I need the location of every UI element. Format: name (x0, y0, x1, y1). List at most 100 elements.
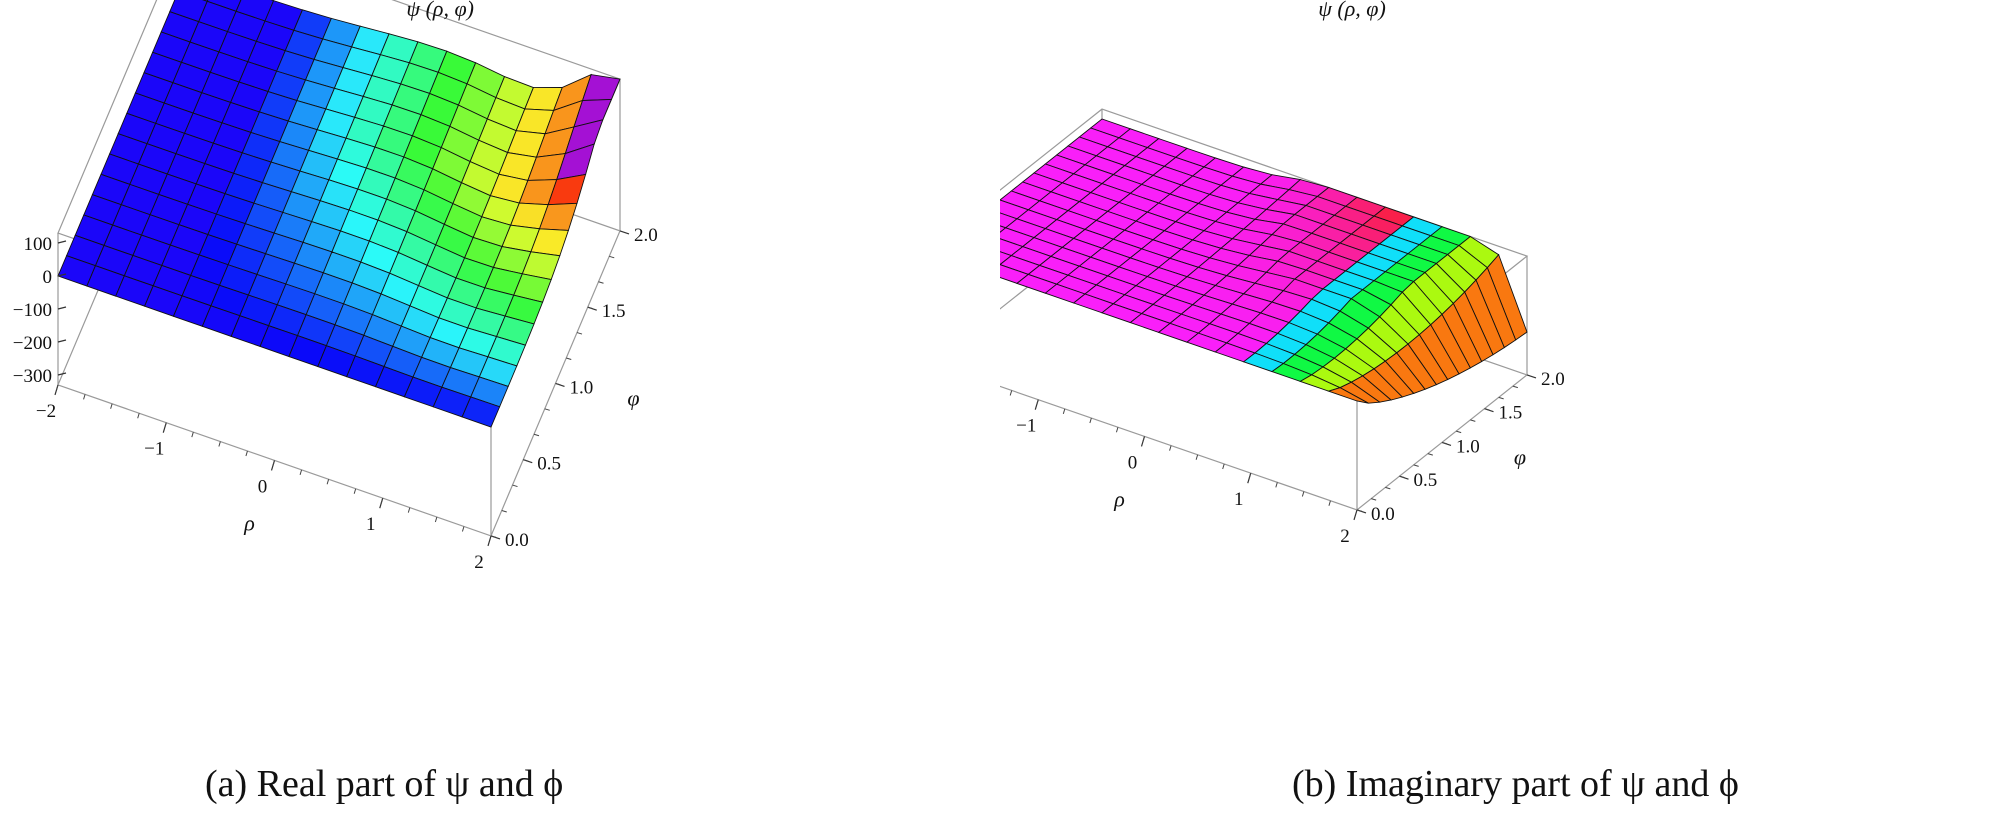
y-tick-label: 1.0 (1456, 436, 1480, 457)
x-minor-tick (326, 479, 330, 485)
x-minor-tick (1169, 445, 1172, 451)
x-minor-tick (1195, 454, 1199, 460)
x-minor-tick (272, 460, 275, 466)
x-minor-tick (191, 431, 194, 438)
y-minor-tick (1385, 486, 1391, 490)
x-axis-label: ρ (243, 510, 255, 535)
y-tick-label: 0.0 (1371, 504, 1395, 525)
y-minor-tick (1413, 464, 1419, 467)
y-tick-label: 0.5 (537, 454, 561, 475)
y-minor-tick (1399, 475, 1405, 479)
x-minor-tick (164, 422, 167, 428)
y-tick-label: 1.5 (602, 301, 626, 322)
y-minor-tick (609, 255, 615, 259)
y-minor-tick (512, 484, 518, 488)
y-minor-tick (1456, 430, 1462, 434)
x-minor-tick (83, 394, 86, 400)
y-tick-label: 1.0 (570, 377, 594, 398)
x-tick-label: −1 (144, 439, 164, 460)
y-minor-tick (533, 433, 540, 437)
y-minor-tick (544, 408, 550, 411)
x-tick-label: −1 (1016, 416, 1036, 437)
z-tick-label: −300 (13, 366, 52, 387)
y-minor-tick (1470, 419, 1476, 422)
y-minor-tick (587, 306, 593, 310)
surface-plot-real: 100 0 −100 −200 −300 −2 −1 0 1 2 ρ 0.0 0.5 1.0 1.5 2.0 φ… (13, 0, 658, 573)
x-minor-tick (137, 413, 140, 419)
surface-mesh (57, 0, 621, 428)
y-minor-tick (490, 535, 497, 538)
z-tick (57, 339, 67, 343)
caption-imaginary: (b) Imaginary part of ψ and ϕ (1292, 763, 1739, 805)
y-minor-tick (1512, 385, 1518, 389)
y-minor-tick (598, 281, 604, 284)
x-minor-tick (218, 441, 221, 447)
x-minor-tick (1009, 390, 1013, 396)
y-axis-label: φ (1514, 444, 1526, 469)
surface-patch (461, 396, 501, 428)
x-tick-label: 1 (1234, 489, 1244, 510)
y-minor-tick (523, 459, 529, 462)
x-minor-tick (299, 469, 303, 475)
x-minor-tick (245, 450, 248, 457)
z-tick-label: 100 (24, 234, 53, 255)
z-tick (57, 306, 67, 310)
x-minor-tick (1301, 491, 1305, 497)
x-minor-tick (1062, 408, 1066, 414)
y-minor-tick (1427, 453, 1433, 456)
y-tick (1526, 374, 1537, 379)
z-tick-label: −200 (13, 333, 52, 354)
x-minor-tick (434, 516, 438, 523)
x-axis-label: ρ (1113, 486, 1125, 511)
y-tick-label: 2.0 (634, 225, 658, 246)
z-tick-label: 0 (43, 267, 53, 288)
y-minor-tick (576, 332, 583, 335)
surface-mesh (1000, 118, 1528, 404)
y-tick-label: 0.5 (1414, 470, 1438, 491)
chart-panel-real: 100 0 −100 −200 −300 −2 −1 0 1 2 ρ 0.0 0.5 1.0 1.5 2.0 φ… (0, 0, 1000, 815)
x-tick-label: 2 (474, 552, 484, 573)
caption-real: (a) Real part of ψ and ϕ (205, 763, 564, 805)
y-minor-tick (566, 357, 572, 360)
x-minor-tick (1328, 500, 1331, 506)
x-tick (487, 535, 492, 547)
z-axis-label: ψ (ρ, φ) (406, 0, 474, 21)
z-tick (57, 273, 67, 277)
x-minor-tick (1115, 427, 1119, 433)
x-minor-tick (1222, 463, 1225, 470)
y-minor-tick (1371, 498, 1377, 501)
x-tick-label: 0 (1128, 452, 1138, 473)
y-minor-tick (1484, 408, 1490, 411)
z-tick (57, 372, 67, 376)
x-minor-tick (56, 384, 59, 391)
x-tick-label: −2 (36, 401, 56, 422)
x-tick-label: 1 (366, 514, 376, 535)
y-minor-tick (1498, 396, 1504, 400)
y-tick-label: 2.0 (1541, 369, 1565, 390)
x-tick-label: 2 (1340, 526, 1350, 547)
x-minor-tick (1036, 399, 1039, 405)
x-minor-tick (380, 498, 384, 504)
x-minor-tick (1275, 482, 1278, 488)
y-tick (619, 230, 630, 235)
x-tick (1353, 509, 1358, 521)
y-tick-label: 0.0 (505, 530, 529, 551)
x-minor-tick (461, 526, 465, 532)
y-minor-tick (501, 510, 507, 513)
z-tick (57, 240, 67, 244)
x-minor-tick (110, 403, 113, 409)
z-tick-label: −100 (13, 300, 52, 321)
y-minor-tick (555, 382, 561, 386)
surface-patch (1327, 387, 1369, 404)
x-minor-tick (407, 507, 411, 513)
y-axis-label: φ (627, 385, 639, 410)
x-minor-tick (353, 488, 357, 494)
x-minor-tick (1089, 417, 1092, 424)
y-minor-tick (1356, 509, 1363, 512)
x-minor-tick (1142, 436, 1145, 442)
x-tick-label: 0 (258, 476, 268, 497)
y-minor-tick (1441, 441, 1448, 445)
x-minor-tick (1248, 473, 1252, 479)
